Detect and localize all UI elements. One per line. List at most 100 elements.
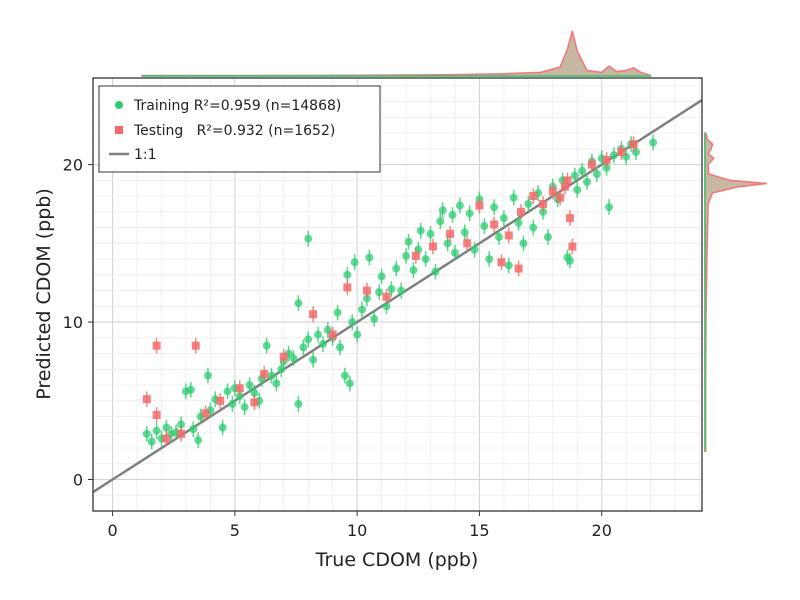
legend-label-identity: 1:1 bbox=[134, 147, 157, 163]
testing-point bbox=[162, 434, 171, 443]
training-point bbox=[583, 177, 592, 186]
testing-point bbox=[617, 148, 626, 157]
x-axis-ticks: 0 5 10 15 20 bbox=[107, 511, 612, 540]
testing-point bbox=[602, 155, 611, 164]
training-point bbox=[294, 399, 303, 408]
x-tick-label: 5 bbox=[230, 521, 240, 540]
training-point bbox=[543, 233, 552, 242]
testing-point bbox=[587, 160, 596, 169]
y-tick-label: 10 bbox=[63, 313, 83, 332]
testing-point bbox=[382, 292, 391, 301]
training-point bbox=[421, 255, 430, 264]
testing-point bbox=[177, 429, 186, 438]
training-point bbox=[318, 340, 327, 349]
y-tick-label: 0 bbox=[73, 471, 83, 490]
testing-point bbox=[362, 286, 371, 295]
training-point bbox=[245, 381, 254, 390]
testing-point bbox=[235, 384, 244, 393]
training-point bbox=[514, 218, 523, 227]
training-point bbox=[350, 258, 359, 267]
testing-point bbox=[568, 242, 577, 251]
training-point bbox=[431, 267, 440, 276]
training-point bbox=[336, 343, 345, 352]
testing-point bbox=[142, 395, 151, 404]
training-point bbox=[504, 261, 513, 270]
testing-point bbox=[309, 310, 318, 319]
testing-point bbox=[428, 242, 437, 251]
testing-point bbox=[152, 341, 161, 350]
testing-point bbox=[563, 176, 572, 185]
training-point bbox=[370, 314, 379, 323]
testing-point bbox=[565, 214, 574, 223]
x-tick-label: 20 bbox=[592, 521, 612, 540]
testing-point bbox=[561, 182, 570, 191]
training-point bbox=[250, 388, 259, 397]
training-point bbox=[490, 203, 499, 212]
training-point bbox=[402, 251, 411, 260]
training-point bbox=[358, 305, 367, 314]
testing-point bbox=[629, 140, 638, 149]
training-point bbox=[186, 385, 195, 394]
training-point bbox=[524, 199, 533, 208]
training-point bbox=[340, 371, 349, 380]
training-point bbox=[289, 354, 298, 363]
training-point bbox=[495, 233, 503, 242]
top-density-curve bbox=[141, 30, 652, 77]
training-point bbox=[529, 223, 538, 232]
data-points bbox=[142, 134, 658, 450]
legend-box bbox=[98, 85, 381, 173]
training-point bbox=[240, 403, 249, 412]
training-point bbox=[299, 343, 308, 352]
training-point bbox=[392, 264, 401, 273]
testing-point bbox=[529, 192, 538, 201]
training-point bbox=[470, 245, 479, 254]
training-point bbox=[309, 355, 318, 364]
training-point bbox=[142, 429, 151, 438]
testing-point bbox=[539, 199, 548, 208]
training-point bbox=[387, 284, 396, 293]
training-point bbox=[570, 171, 579, 180]
training-point bbox=[345, 379, 354, 388]
training-point bbox=[343, 270, 352, 279]
testing-point bbox=[514, 264, 523, 273]
training-point bbox=[450, 248, 459, 257]
training-point bbox=[416, 226, 425, 235]
training-point bbox=[509, 193, 518, 202]
training-point bbox=[565, 256, 574, 265]
training-point bbox=[397, 286, 406, 295]
testing-point bbox=[250, 398, 259, 407]
training-point bbox=[426, 229, 435, 238]
testing-point bbox=[463, 239, 472, 248]
legend-marker-training bbox=[115, 101, 123, 109]
testing-point bbox=[328, 330, 337, 339]
legend-label-training: Training R²=0.959 (n=14868) bbox=[133, 98, 341, 114]
testing-point bbox=[216, 396, 225, 405]
training-point bbox=[223, 387, 232, 396]
training-point bbox=[272, 379, 281, 388]
training-point bbox=[438, 206, 447, 215]
training-point bbox=[404, 237, 413, 246]
training-point bbox=[382, 302, 391, 311]
training-point bbox=[578, 166, 587, 175]
testing-point bbox=[279, 352, 288, 361]
training-point bbox=[485, 255, 494, 264]
training-point bbox=[480, 222, 489, 231]
testing-point bbox=[490, 220, 499, 229]
training-point bbox=[460, 228, 469, 237]
plot-frame bbox=[92, 77, 703, 512]
x-tick-label: 15 bbox=[469, 521, 489, 540]
training-point bbox=[519, 239, 528, 248]
training-point bbox=[152, 426, 161, 435]
training-point bbox=[267, 371, 276, 380]
training-point bbox=[189, 425, 198, 434]
training-point bbox=[375, 288, 384, 297]
training-point bbox=[592, 170, 601, 179]
training-point bbox=[294, 299, 303, 308]
training-point bbox=[194, 436, 203, 445]
legend-marker-testing bbox=[115, 126, 123, 134]
testing-point bbox=[548, 187, 557, 196]
training-point bbox=[465, 209, 474, 218]
training-point bbox=[448, 210, 457, 219]
training-point bbox=[409, 266, 418, 275]
training-point bbox=[436, 217, 445, 226]
